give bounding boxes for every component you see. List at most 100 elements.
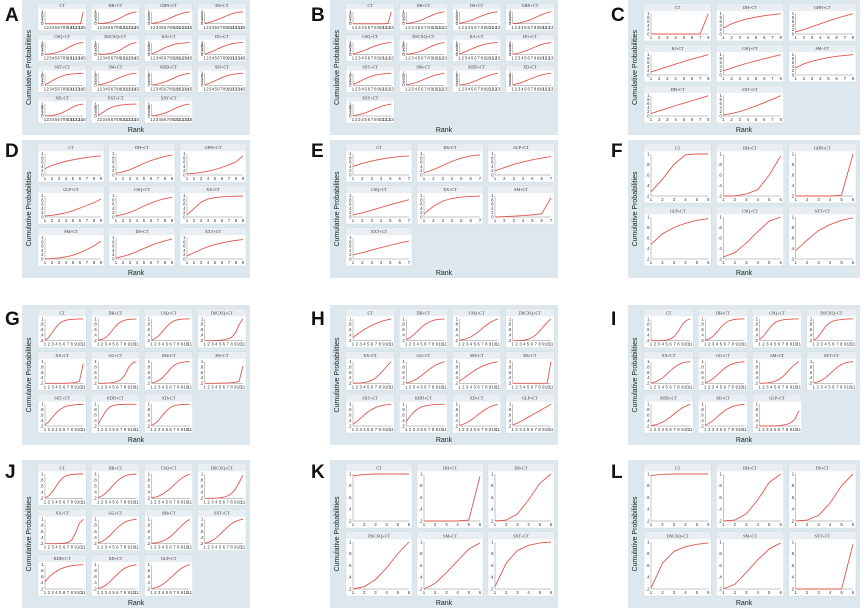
x-tick-label: 2 [816,342,819,347]
y-tick-label: .6 [146,327,150,332]
x-tick-label: 8 [71,590,74,595]
x-tick-label: 1 [97,427,100,432]
y-tick-label: .6 [40,327,44,332]
x-tick-label: 6 [469,218,472,223]
y-tick-label: 8 [183,155,186,160]
x-tick-label: 4 [521,25,524,30]
y-tick-label: .6 [646,235,650,240]
x-tick-label: 4 [456,522,459,527]
y-tick-label: 0 [509,21,512,26]
cumulative-probability-curve [406,11,445,24]
y-tick-label: .6 [40,483,44,488]
y-tick-label: .6 [200,327,204,332]
mini-plot-title: SXT+CT [214,511,230,516]
x-tick-label: 4 [207,260,210,265]
x-tick-label: 15 [81,25,86,30]
y-tick-label: .4 [348,575,352,580]
cumulative-probability-curve [115,196,173,217]
x-tick-label: 8 [707,76,710,81]
x-tick-label: 7 [477,56,480,61]
x-tick-label: 3 [712,427,715,432]
y-tick-label: .8 [348,483,352,488]
x-tick-label: 3 [745,197,748,202]
y-tick-label: 8 [148,12,151,17]
x-tick-label: 4 [829,590,832,595]
y-tick-label: 6 [148,14,151,19]
x-tick-label: 8 [374,86,377,91]
y-tick-label: .8 [700,407,704,412]
x-tick-label: 7 [408,218,411,223]
cumulative-probability-curve [352,42,392,55]
y-tick-label: .8 [718,483,722,488]
y-tick-label: .8 [454,364,458,369]
x-tick-label: 5 [161,86,164,91]
x-tick-label: 8 [779,76,782,81]
x-tick-label: 1 [352,218,355,223]
x-tick-label: 4 [109,427,112,432]
y-tick-label: 2 [491,210,494,215]
y-tick-label: 8 [41,155,44,160]
x-tick-label: 4 [757,590,760,595]
x-tick-label: 6 [779,260,782,265]
mini-plot-title: SFJ+CT [215,65,229,70]
mini-plot-title-band [91,509,140,517]
x-tick-label: 2 [661,590,664,595]
x-tick-label: 6 [724,384,727,389]
x-tick-label: 4 [451,176,454,181]
x-tick-label: 8 [71,384,74,389]
mini-plot-title: CSQ+CT [742,208,758,213]
x-tick-label: 7 [220,86,223,91]
x-tick-label: 4 [470,384,473,389]
x-tick-label: 11 [81,342,86,347]
cumulative-probability-curve [45,11,84,25]
x-tick-label: 4 [55,384,58,389]
y-tick-label: .4 [646,246,650,251]
y-tick-label: 4 [719,64,722,69]
x-tick-label: 1 [352,522,355,527]
x-tick-label: 8 [427,56,430,61]
x-tick-label: 6 [408,522,411,527]
mini-plot-title-band [346,532,412,540]
x-tick-label: 5 [840,260,843,265]
x-tick-label: 1 [204,499,207,504]
x-tick-label: 6 [150,260,153,265]
cumulative-probability-curve [813,361,854,384]
x-tick-label: 1 [44,176,47,181]
mini-plot-title: CSQ+CT [769,310,785,315]
y-tick-label: 1 [148,101,151,106]
y-tick-label: .8 [454,322,458,327]
cumulative-probability-curve [723,216,781,258]
y-tick-label: 4 [402,16,405,21]
cumulative-probability-curve [352,473,409,477]
mini-plot-title-band [452,65,501,71]
y-tick-label: 0 [349,83,352,88]
x-tick-label: 6 [779,590,782,595]
y-tick-label: .8 [40,568,44,573]
y-tick-label: .4 [490,575,494,580]
y-tick-label: 2 [41,80,44,85]
y-tick-label: .4 [146,375,150,380]
y-tick-label: .4 [146,580,150,585]
y-tick-label: 1 [41,517,44,522]
x-tick-label: 6 [371,342,374,347]
mini-plot-title: DH+CT [743,5,757,10]
y-tick-label: .8 [490,551,494,556]
x-tick-label: 2 [101,590,104,595]
x-tick-label: 12 [386,25,391,30]
y-tick-label: 8 [148,42,151,47]
mini-plot: XD+CT.2.4.6.811 2 3 4 5 6 7 8 9 10 11 [698,394,748,434]
x-tick-label: 5 [474,384,477,389]
x-tick-label: 12 [73,86,78,91]
cumulative-probability-curve [512,11,552,24]
cumulative-probability-curve [406,361,445,384]
x-tick-label: 1 [204,342,207,347]
y-tick-label: .6 [200,529,204,534]
x-tick-label: 9 [171,260,174,265]
x-tick-label: 12 [126,25,131,30]
x-tick-label: 9 [542,384,545,389]
